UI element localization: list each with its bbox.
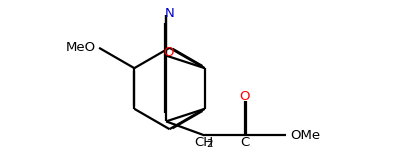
- Text: O: O: [240, 90, 250, 103]
- Text: O: O: [163, 46, 174, 59]
- Text: CH: CH: [195, 136, 214, 149]
- Text: MeO: MeO: [66, 40, 96, 53]
- Text: N: N: [165, 7, 175, 20]
- Text: OMe: OMe: [290, 129, 321, 142]
- Text: C: C: [240, 136, 249, 149]
- Text: 2: 2: [207, 139, 213, 149]
